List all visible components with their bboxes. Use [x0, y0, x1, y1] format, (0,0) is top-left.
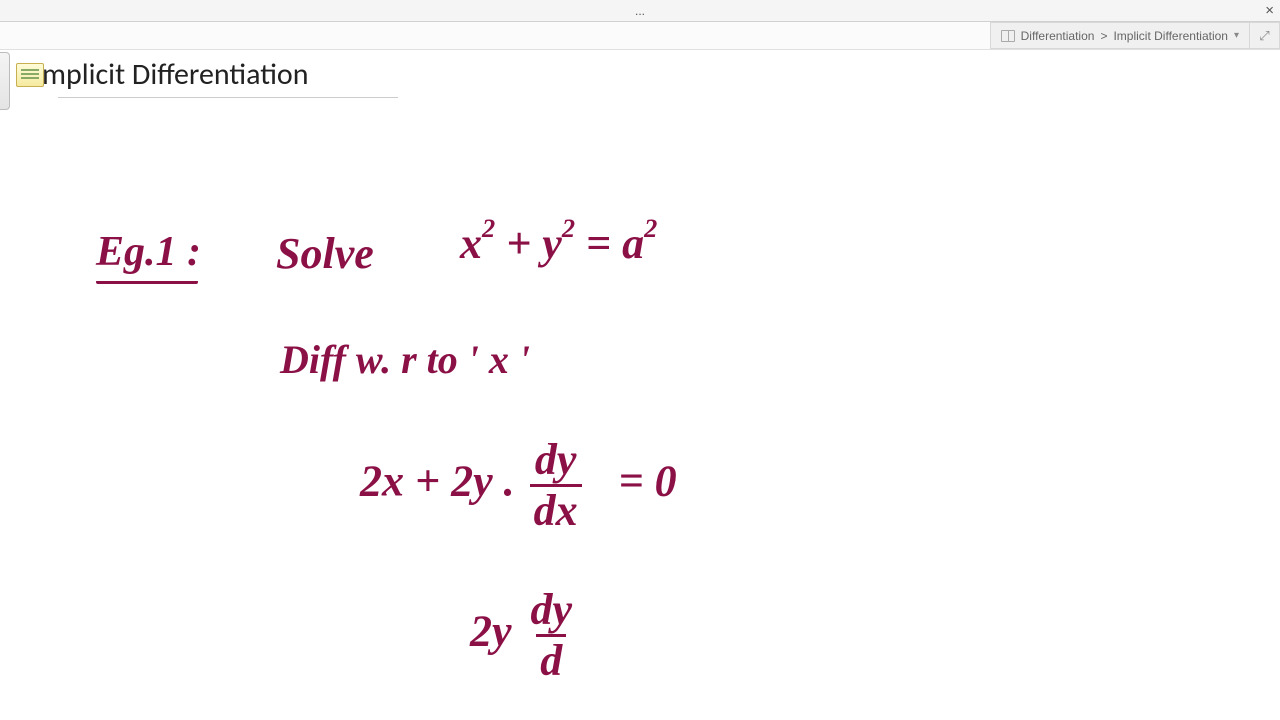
hw-line-3: 2x + 2y . dy dx = 0: [360, 438, 677, 533]
hw-eq1-eq: = a: [586, 219, 644, 268]
title-ellipsis: ...: [635, 4, 645, 18]
hw-l3-frac: dy dx: [530, 438, 582, 533]
hw-eq1-x: x: [460, 219, 482, 268]
notebook-icon: [1001, 30, 1015, 42]
hw-eq1-e3: 2: [644, 213, 657, 243]
note-icon: [16, 63, 44, 87]
hw-l3-b: = 0: [619, 457, 677, 506]
window-titlebar: ... ×: [0, 0, 1280, 22]
expand-icon: ⤢: [1259, 28, 1269, 44]
hw-eq1-e1: 2: [482, 213, 495, 243]
hw-diff-line: Diff w. r to ' x ': [280, 336, 530, 383]
hw-l4-a: 2y: [470, 607, 512, 656]
breadcrumb-current: Implicit Differentiation: [1113, 29, 1228, 43]
breadcrumb-sep: >: [1100, 29, 1107, 43]
hw-solve: Solve: [276, 228, 374, 279]
fullscreen-button[interactable]: ⤢: [1250, 22, 1280, 49]
hw-equation-1: x2 + y2 = a2: [460, 218, 657, 269]
breadcrumb-parent: Differentiation: [1021, 29, 1095, 43]
breadcrumb[interactable]: Differentiation > Implicit Differentiati…: [990, 22, 1250, 49]
hw-eq1-e2: 2: [562, 213, 575, 243]
hw-l3-a: 2x + 2y .: [360, 457, 515, 506]
hw-line-4: 2y dy d: [470, 588, 580, 683]
hw-l4-num: dy: [527, 588, 577, 634]
hw-l4-frac: dy d: [527, 588, 577, 683]
page-header: mplicit Differentiation: [0, 50, 1280, 97]
chevron-down-icon[interactable]: ▾: [1234, 30, 1239, 41]
page-title[interactable]: mplicit Differentiation: [42, 56, 309, 93]
hw-eg-underline: [96, 280, 198, 284]
hw-l4-den: d: [536, 634, 566, 683]
hw-eq1-plus: + y: [506, 219, 562, 268]
close-icon[interactable]: ×: [1265, 0, 1274, 22]
note-canvas[interactable]: Eg.1 : Solve x2 + y2 = a2 Diff w. r to '…: [0, 98, 1280, 720]
toolbar-row: Differentiation > Implicit Differentiati…: [0, 22, 1280, 50]
hw-eg-label: Eg.1 :: [96, 228, 201, 276]
hw-l3-den: dx: [530, 484, 582, 533]
hw-l3-num: dy: [531, 438, 581, 484]
